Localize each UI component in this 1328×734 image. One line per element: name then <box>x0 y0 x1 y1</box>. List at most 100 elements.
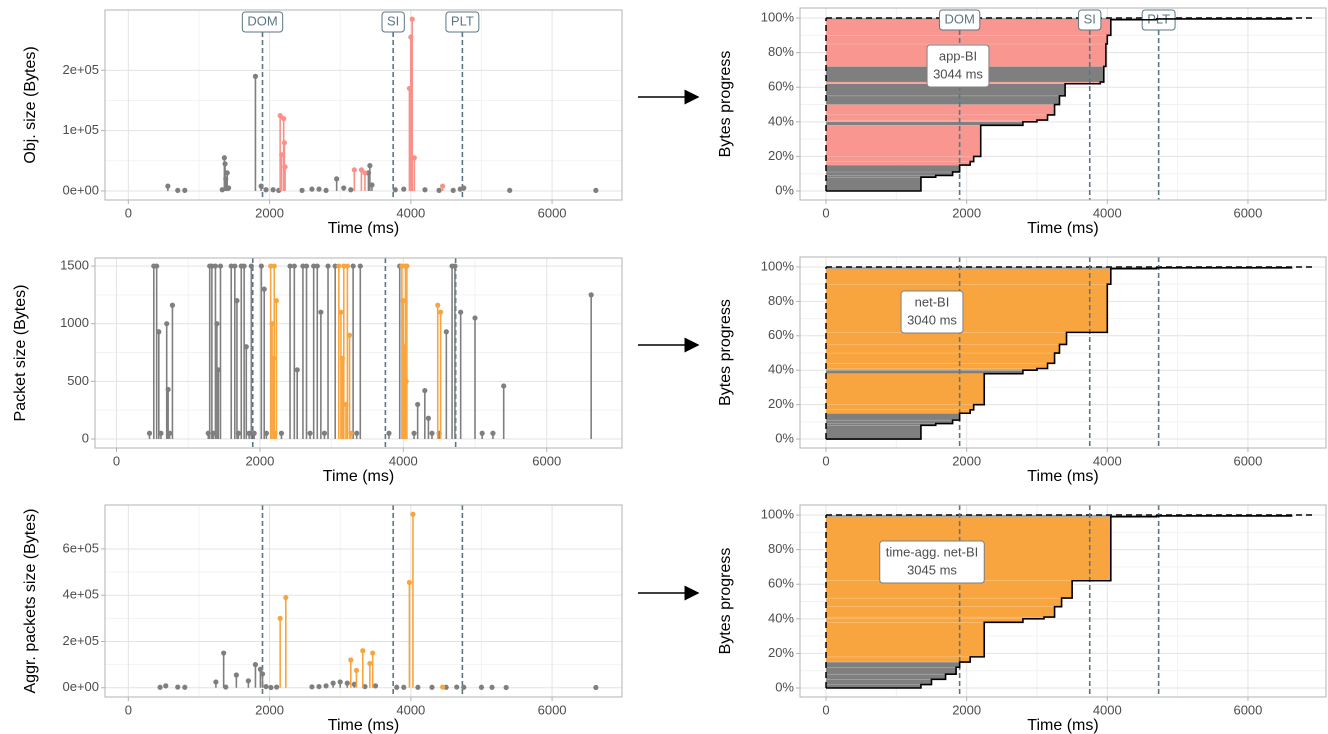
y-tick-label: 0e+00 <box>62 679 99 694</box>
x-tick-label: 2000 <box>952 453 981 468</box>
point <box>401 186 407 192</box>
point <box>323 187 329 193</box>
point <box>472 315 478 321</box>
point <box>215 367 221 373</box>
point <box>154 263 160 269</box>
point <box>259 671 266 677</box>
y-tick-label: 2e+05 <box>62 633 99 648</box>
x-tick-label: 4000 <box>396 702 425 717</box>
x-axis-title: Time (ms) <box>323 468 394 485</box>
point <box>422 387 428 394</box>
point <box>228 263 234 269</box>
byte-strip <box>825 119 1038 123</box>
point <box>257 666 263 672</box>
x-axis-title: Time (ms) <box>328 717 399 734</box>
point <box>425 415 432 421</box>
x-tick-label: 6000 <box>1233 205 1262 220</box>
point <box>461 684 467 690</box>
annotation: time-agg. net-BI 3045 ms <box>879 540 985 584</box>
byte-strip <box>825 373 985 405</box>
point <box>221 155 227 161</box>
point <box>353 667 360 673</box>
point <box>169 302 176 308</box>
point <box>429 684 435 690</box>
point <box>490 430 496 436</box>
x-axis-title: Time (ms) <box>1027 220 1098 237</box>
byte-strip <box>825 597 1062 607</box>
point <box>344 263 350 269</box>
point <box>314 263 320 269</box>
point <box>338 309 344 315</box>
point <box>268 684 274 691</box>
point <box>367 660 373 667</box>
point <box>258 263 264 269</box>
annotation: net-BI 3040 ms <box>900 290 964 334</box>
vline-label: DOM <box>241 11 284 33</box>
point <box>258 183 264 189</box>
point <box>440 183 446 189</box>
annotation-text: 3040 ms <box>907 312 957 327</box>
byte-strip <box>825 423 936 426</box>
plot-border <box>799 7 1327 201</box>
annotation-box <box>879 540 985 584</box>
byte-strip <box>825 125 981 157</box>
point <box>354 430 360 436</box>
point <box>270 187 276 193</box>
point <box>501 383 507 389</box>
point <box>277 112 283 119</box>
y-tick-label: 500 <box>67 373 89 388</box>
point <box>316 683 322 690</box>
point <box>246 430 252 436</box>
progress-line <box>826 18 1293 192</box>
y-tick-label: 40% <box>768 362 794 377</box>
panel: 0 2000 4000 6000 0e+00 2e+05 4e+05 6e+05 Time (m… <box>22 504 623 734</box>
point <box>360 648 366 654</box>
point <box>210 430 216 436</box>
point <box>224 170 230 176</box>
point <box>454 684 460 690</box>
progress-line <box>826 515 1293 689</box>
panel: 0 2000 4000 6000 0 500 1000 1500 Time (ms) Packet… <box>12 257 623 485</box>
point <box>593 684 599 691</box>
byte-strip <box>825 622 985 658</box>
x-tick-label: 4000 <box>389 453 418 468</box>
byte-strip <box>825 352 1055 364</box>
point <box>351 681 357 687</box>
point <box>232 263 238 269</box>
point <box>350 263 356 269</box>
point <box>221 650 227 656</box>
point <box>362 170 368 176</box>
point <box>248 263 254 269</box>
point <box>287 263 293 269</box>
y-tick-label: 20% <box>768 396 794 411</box>
point <box>309 684 315 690</box>
point <box>269 321 275 327</box>
y-tick-label: 60% <box>768 327 794 342</box>
point <box>273 298 280 304</box>
byte-strip <box>825 161 971 166</box>
y-tick-label: 80% <box>768 293 794 308</box>
point <box>165 183 171 189</box>
byte-strip <box>825 332 1067 345</box>
x-tick-label: 0 <box>125 702 132 717</box>
byte-strip <box>825 419 953 424</box>
plot-border <box>94 257 623 449</box>
y-tick-label: 100% <box>761 506 795 521</box>
point <box>241 263 247 269</box>
point <box>291 263 297 269</box>
byte-strip <box>825 164 960 173</box>
y-axis-title: Bytes progress <box>717 548 734 655</box>
point <box>330 680 336 686</box>
point <box>277 615 283 621</box>
x-tick-label: 0 <box>822 453 829 468</box>
point <box>507 187 513 193</box>
y-tick-label: 20% <box>768 645 794 660</box>
point <box>235 430 242 436</box>
x-tick-label: 2000 <box>952 205 981 220</box>
byte-strip <box>825 171 953 176</box>
point <box>219 187 225 193</box>
y-tick-label: 0 <box>82 430 89 445</box>
vline-label: SI <box>381 11 405 33</box>
y-tick-label: 2e+05 <box>62 62 99 77</box>
point <box>261 286 267 292</box>
